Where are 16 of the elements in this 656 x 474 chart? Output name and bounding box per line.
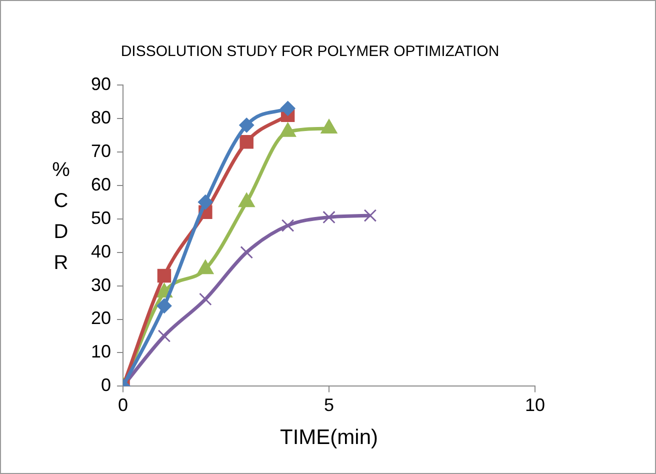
y-axis-title: %CDR: [52, 159, 70, 274]
y-tick-label: 20: [90, 308, 112, 328]
y-tick-label: 30: [90, 274, 112, 295]
y-tick-label: 70: [90, 140, 112, 161]
chart-title: DISSOLUTION STUDY FOR POLYMER OPTIMIZATION: [120, 43, 500, 60]
x-tick-label: 0: [118, 394, 128, 415]
y-tick-label: 40: [90, 241, 112, 262]
y-tick-label: 60: [90, 174, 112, 194]
x-axis-title: TIME(min): [280, 426, 378, 450]
x-tick-label: 5: [324, 394, 334, 415]
y-tick-label: 0: [101, 375, 112, 396]
y-tick-label: 50: [90, 208, 112, 228]
x-tick-label: 10: [524, 394, 546, 415]
y-tick-label: 80: [90, 107, 112, 128]
y-tick-label: 10: [90, 342, 112, 362]
y-tick-label: 90: [90, 74, 112, 94]
